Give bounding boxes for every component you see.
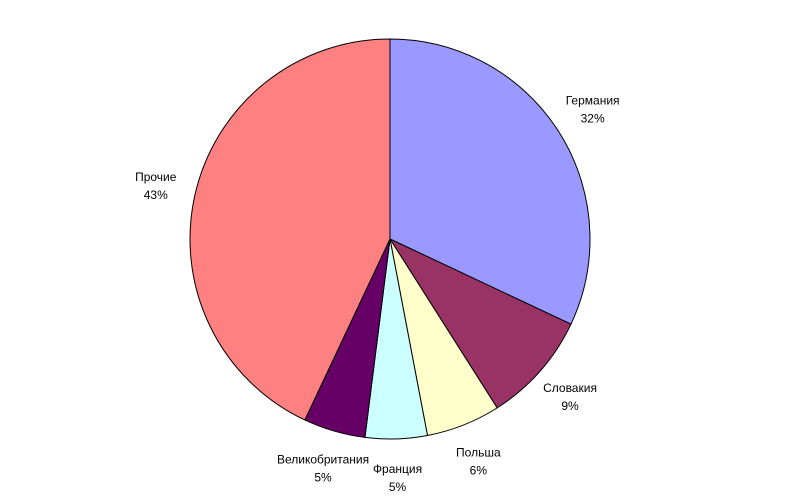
slice-label: Прочие — [135, 170, 177, 184]
pie-slice — [189, 38, 391, 421]
pie-slice — [389, 38, 591, 325]
slice-label: Германия — [566, 94, 620, 108]
slice-value-label: 5% — [314, 471, 332, 485]
slice-value-label: 6% — [470, 463, 488, 477]
slice-label: Польша — [456, 445, 501, 459]
slice-value-label: 5% — [389, 480, 407, 494]
slice-label: Словакия — [543, 381, 597, 395]
slice-value-label: 32% — [581, 112, 605, 126]
slice-label: Великобритания — [277, 453, 369, 467]
slice-label: Франция — [373, 462, 422, 476]
slice-value-label: 43% — [144, 188, 168, 202]
slice-value-label: 9% — [561, 399, 579, 413]
pie-slice — [388, 237, 572, 409]
